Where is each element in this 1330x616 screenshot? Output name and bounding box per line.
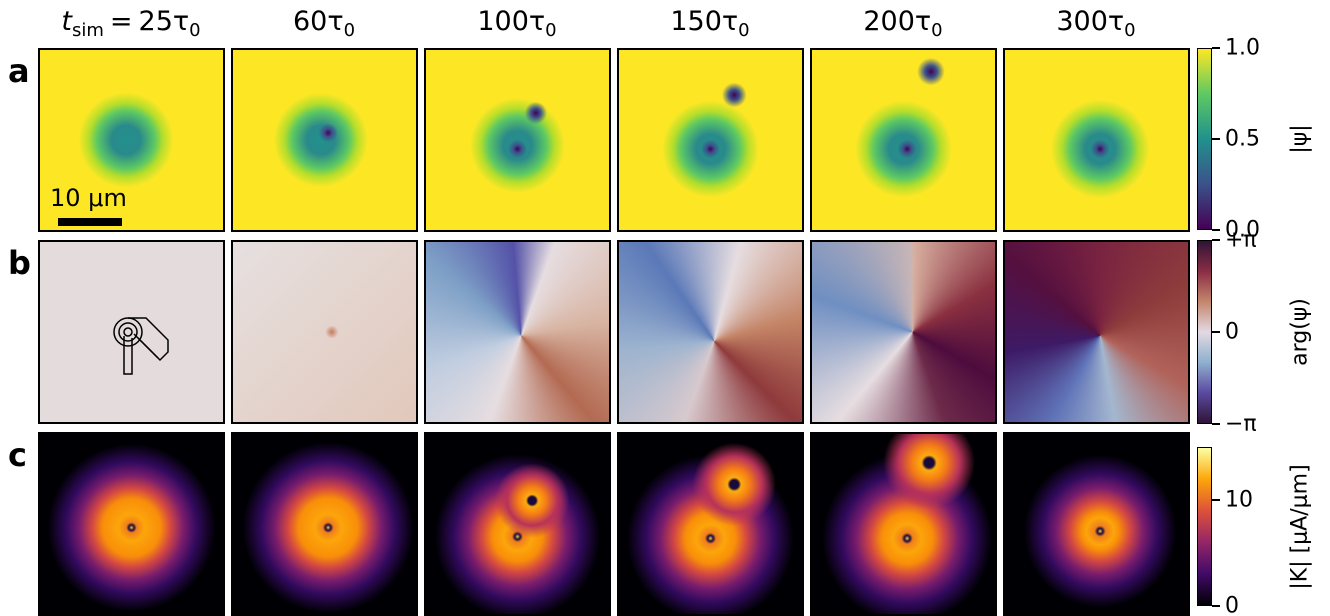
time-symbol: t [61, 6, 72, 37]
colorbar-tick-label: 0 [1225, 320, 1239, 345]
tau-subscript: 0 [931, 20, 942, 41]
tau-subscript: 0 [545, 20, 556, 41]
colorbar [1197, 447, 1212, 606]
image-panel [231, 240, 418, 424]
time-value: 60τ [293, 6, 344, 37]
column-header: 60τ0 [293, 6, 355, 41]
scale-bar-label: 10 μm [50, 184, 127, 212]
image-panel [424, 48, 611, 232]
image-panel [1003, 432, 1190, 616]
image-panel [810, 432, 997, 616]
colorbar-tick [1212, 47, 1220, 49]
column-header: 300τ0 [1056, 6, 1135, 41]
colorbar-tick [1212, 239, 1220, 241]
colorbar-tick [1212, 331, 1220, 333]
colorbar [1197, 48, 1212, 230]
row-label: b [8, 244, 31, 282]
colorbar-tick [1212, 423, 1220, 425]
image-panel [231, 48, 418, 232]
colorbar-tick-label: 0 [1225, 594, 1239, 616]
colorbar-tick [1212, 605, 1220, 607]
time-value: 150τ [670, 6, 738, 37]
image-panel [231, 432, 418, 616]
tau-subscript: 0 [738, 20, 749, 41]
scale-bar [58, 218, 122, 226]
time-value: 25τ [139, 6, 190, 37]
image-panel [617, 240, 804, 424]
time-subscript: sim [72, 20, 104, 41]
row-label: c [8, 436, 27, 474]
image-panel [810, 48, 997, 232]
colorbar-tick-label: 10 [1225, 488, 1253, 513]
time-value: 300τ [1056, 6, 1124, 37]
tau-subscript: 0 [1124, 20, 1135, 41]
figure: tsim=25τ060τ0100τ0150τ0200τ0300τ0abc10 μ… [0, 0, 1330, 616]
device-icon [108, 312, 178, 382]
time-value: 200τ [863, 6, 931, 37]
image-panel [424, 432, 611, 616]
image-panel [810, 240, 997, 424]
colorbar-tick [1212, 229, 1220, 231]
colorbar-tick [1212, 138, 1220, 140]
colorbar [1197, 240, 1212, 424]
colorbar-label: |ψ| [1288, 124, 1313, 153]
image-panel [617, 432, 804, 616]
row-label: a [8, 52, 30, 90]
colorbar-tick-label: +π [1225, 228, 1257, 253]
image-panel [1003, 240, 1190, 424]
colorbar-tick-label: −π [1225, 412, 1257, 437]
tau-subscript: 0 [189, 20, 200, 41]
colorbar-label: arg(ψ) [1288, 298, 1313, 366]
time-value: 100τ [477, 6, 545, 37]
equals: = [110, 6, 133, 37]
column-header: 100τ0 [477, 6, 556, 41]
tau-subscript: 0 [344, 20, 355, 41]
image-panel [424, 240, 611, 424]
colorbar-label: |K| [μA/μm] [1288, 464, 1313, 589]
colorbar-tick-label: 0.5 [1225, 127, 1260, 152]
column-header: 200τ0 [863, 6, 942, 41]
image-panel [617, 48, 804, 232]
colorbar-tick-label: 1.0 [1225, 36, 1260, 61]
image-panel [1003, 48, 1190, 232]
colorbar-tick [1212, 499, 1220, 501]
column-header: tsim =25τ0 [61, 6, 200, 41]
image-panel [38, 432, 225, 616]
column-header: 150τ0 [670, 6, 749, 41]
